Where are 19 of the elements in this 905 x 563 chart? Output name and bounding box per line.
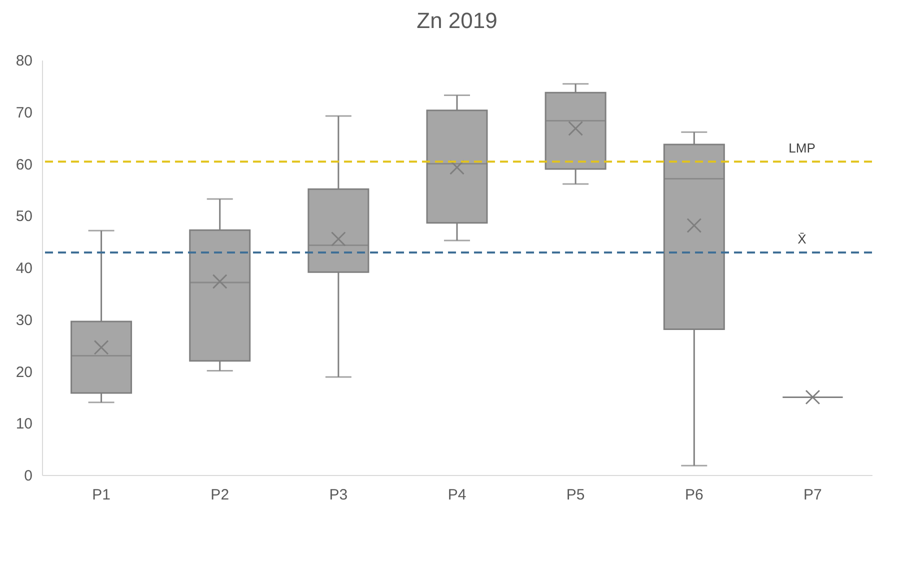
y-tick-label: 30	[16, 312, 32, 329]
ref-line-label: X̄	[798, 231, 807, 246]
x-tick-label: P7	[804, 486, 822, 504]
y-tick-label: 10	[16, 416, 32, 433]
chart-title: Zn 2019	[416, 8, 498, 33]
y-tick-label: 50	[16, 208, 32, 226]
x-tick-label: P6	[684, 486, 704, 504]
x-tick-label: P5	[566, 486, 585, 504]
y-tick-label: 20	[16, 364, 32, 381]
x-tick-label: P3	[329, 486, 348, 504]
x-tick-label: P1	[92, 486, 110, 504]
y-tick-label: 40	[16, 260, 32, 277]
y-tick-label: 0	[24, 468, 32, 484]
y-tick-label: 60	[16, 156, 32, 174]
y-tick-label: 80	[16, 52, 32, 70]
x-tick-label: P4	[448, 486, 466, 504]
ref-line-label: LMP	[788, 140, 816, 156]
x-tick-label: P2	[210, 486, 230, 504]
y-tick-label: 70	[16, 104, 32, 122]
